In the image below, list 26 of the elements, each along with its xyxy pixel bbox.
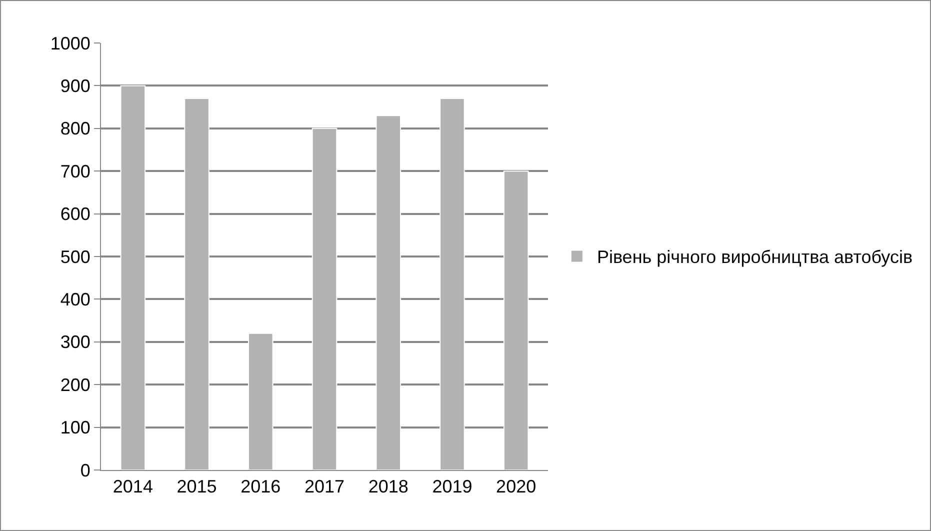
x-tick-label: 2019 <box>432 476 472 497</box>
y-tick-label: 300 <box>60 332 90 352</box>
y-tick-label: 500 <box>60 246 90 267</box>
x-tick-label: 2020 <box>496 476 536 497</box>
y-tick-label: 900 <box>60 76 90 96</box>
y-tick-label: 400 <box>60 290 90 310</box>
y-tick-label: 100 <box>60 418 90 438</box>
x-tick-label: 2015 <box>176 476 217 497</box>
bar <box>184 98 210 470</box>
y-tick-label: 600 <box>60 204 90 224</box>
x-tick-label: 2014 <box>112 476 153 497</box>
y-tick-label: 0 <box>80 460 90 480</box>
bar <box>503 170 529 470</box>
y-tick-label: 200 <box>60 374 90 395</box>
y-tick-label: 800 <box>60 118 90 139</box>
bar <box>312 128 338 470</box>
legend-label: Рівень річного виробництва автобусів <box>596 247 913 268</box>
x-tick-label: 2017 <box>304 476 345 497</box>
bar <box>376 115 401 470</box>
x-tick-label: 2018 <box>368 476 408 497</box>
bar <box>440 98 465 470</box>
bar <box>120 85 146 470</box>
y-tick-label: 700 <box>60 161 90 182</box>
bar <box>248 332 274 470</box>
x-tick-label: 2016 <box>240 476 281 497</box>
y-tick-label: 1000 <box>50 33 90 54</box>
